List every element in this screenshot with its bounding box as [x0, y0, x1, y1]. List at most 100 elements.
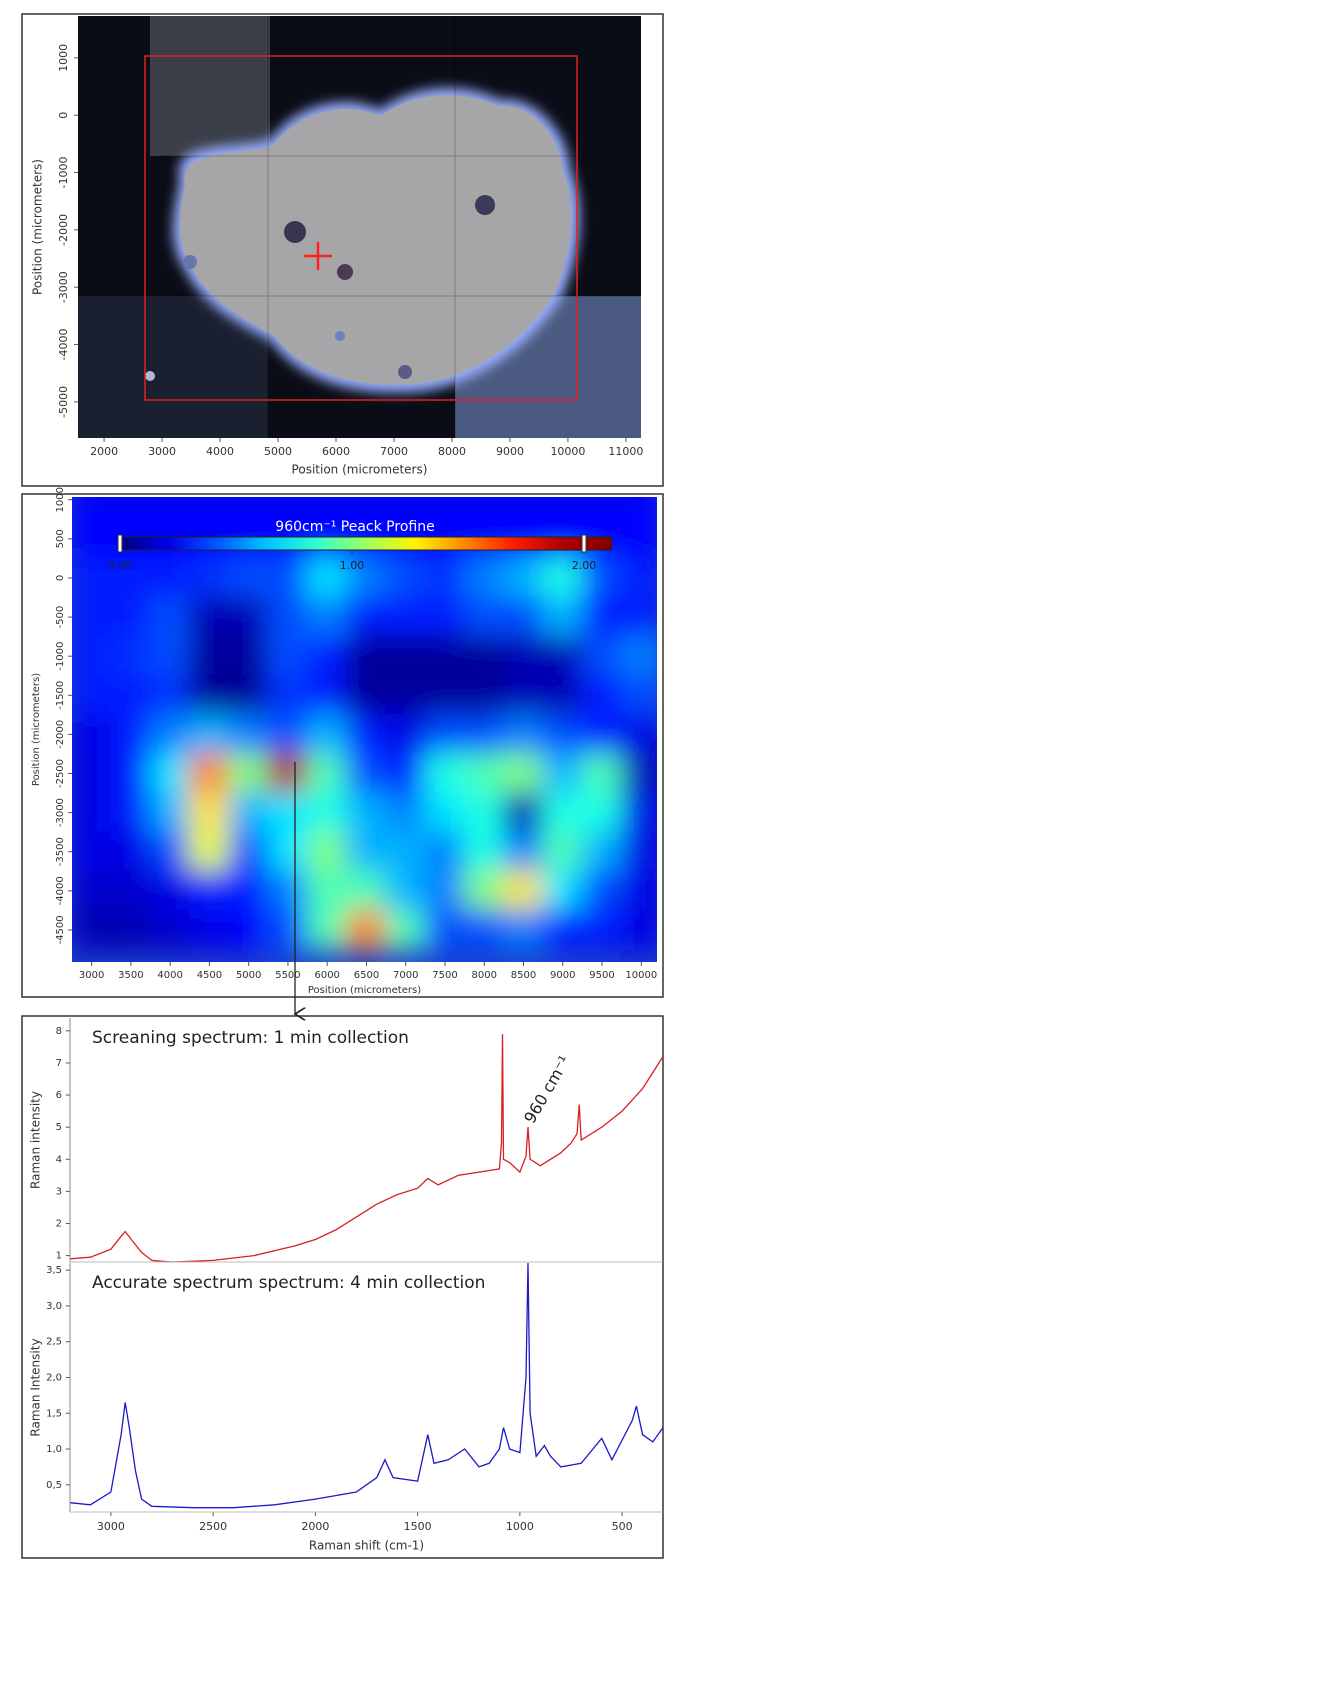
y-tick-label: 2: [56, 1218, 62, 1229]
heatmap-cell: [463, 497, 505, 521]
heatmap-cell: [228, 870, 270, 912]
colorbar-label: 2.00: [572, 559, 597, 572]
y-tick-label: -4500: [55, 915, 66, 944]
heatmap-cell: [149, 752, 191, 795]
y-tick-label: 4: [56, 1154, 62, 1165]
heatmap-cell: [267, 674, 309, 716]
y-tick-label: 5: [56, 1122, 62, 1133]
x-tick-label: 3500: [118, 970, 143, 981]
heatmap-cell: [385, 792, 427, 834]
heatmap-cell: [149, 557, 191, 599]
heatmap-cell: [188, 674, 231, 716]
heatmap-cell: [306, 909, 348, 951]
heatmap-cell: [110, 792, 152, 834]
heatmap-cell: [581, 596, 623, 638]
heatmap-cell: [463, 870, 505, 912]
heatmap-cell: [502, 674, 545, 716]
heatmap-cell: [385, 497, 427, 521]
heatmap-cell: [188, 635, 231, 677]
heatmap-cell: [542, 557, 584, 599]
crosshair: [304, 242, 332, 270]
y-tick-label: 1,0: [46, 1444, 62, 1455]
spectrum-line: [69, 1034, 664, 1263]
y-tick-label: 0: [55, 575, 66, 581]
y-axis-label: Raman Intensity: [29, 1338, 43, 1436]
spectrum-title: Screaning spectrum: 1 min collection: [92, 1028, 409, 1048]
y-tick-label: -3500: [55, 837, 66, 866]
heatmap-cell: [72, 713, 113, 755]
heatmap-cell: [385, 909, 427, 951]
heatmap-cell: [149, 497, 191, 521]
x-tick-label: 4000: [157, 970, 182, 981]
heatmap-cell: [542, 792, 584, 834]
heatmap-cell: [385, 713, 427, 755]
heatmap-cell: [581, 674, 623, 716]
heatmap-cell: [620, 596, 657, 638]
heatmap-cell: [542, 596, 584, 638]
y-tick-label: 3,5: [46, 1265, 62, 1276]
heatmap-cell: [345, 713, 388, 755]
heatmap-cell: [542, 752, 584, 795]
x-tick-label: 7000: [380, 445, 408, 458]
heatmap-cell: [463, 713, 505, 755]
heatmap-cell: [345, 752, 388, 795]
heatmap-cell: [424, 635, 466, 677]
microscope-image: [78, 16, 641, 438]
heatmap-cell: [72, 792, 113, 834]
heatmap-cell: [620, 752, 657, 795]
y-tick-label: -500: [55, 606, 66, 629]
heatmap-cell: [149, 870, 191, 912]
heatmap-cell: [385, 752, 427, 795]
heatmap-cell: [424, 752, 466, 795]
heatmap-cell: [306, 635, 348, 677]
heatmap-cell: [424, 870, 466, 912]
heatmap-cell: [72, 674, 113, 716]
y-tick-label: -1000: [55, 642, 66, 671]
heatmap-cell: [188, 713, 231, 755]
y-tick-label: -5000: [57, 386, 70, 418]
heatmap-cell: [345, 557, 388, 599]
y-tick-label: -3000: [57, 271, 70, 303]
heatmap-cell: [306, 831, 348, 873]
heatmap-cell: [463, 909, 505, 951]
heatmap-cell: [72, 518, 113, 560]
heatmap-cell: [228, 792, 270, 834]
heatmap-cell: [502, 792, 545, 834]
heatmap-cell: [149, 831, 191, 873]
y-tick-label: 7: [56, 1058, 62, 1069]
heatmap-cell: [72, 831, 113, 873]
x-tick-label: 10000: [550, 445, 585, 458]
x-tick-label: 8000: [472, 970, 497, 981]
y-tick-label: 1000: [57, 44, 70, 72]
heatmap-cell: [542, 713, 584, 755]
heatmap-cell: [306, 557, 348, 599]
heatmap-cell: [72, 870, 113, 912]
heatmap-cell: [228, 497, 270, 521]
heatmap-cell: [345, 497, 388, 521]
heatmap-cell: [345, 831, 388, 873]
heatmap-cell: [345, 674, 388, 716]
y-axis-label: Position (micrometers): [31, 673, 42, 786]
heatmap-cell: [188, 752, 231, 795]
y-tick-label: 0,5: [46, 1480, 62, 1491]
colorbar-handle: [581, 534, 587, 553]
heatmap-cell: [620, 909, 657, 951]
heatmap-cell: [620, 870, 657, 912]
heatmap-cell: [345, 596, 388, 638]
spectrum-line: [69, 1262, 664, 1509]
heatmap-cell: [502, 497, 545, 521]
heatmap-cell: [424, 909, 466, 951]
heatmap-cell: [110, 557, 152, 599]
heatmap-cell: [149, 909, 191, 951]
heatmap-cell: [149, 713, 191, 755]
heatmap-title: 960cm⁻¹ Peack Profine: [275, 519, 434, 535]
x-tick-label: 5500: [275, 970, 300, 981]
heatmap-cell: [502, 752, 545, 795]
y-axis-label: Position (micrometers): [31, 159, 45, 295]
y-tick-label: -2000: [55, 720, 66, 749]
heatmap-cell: [228, 674, 270, 716]
heatmap-cell: [581, 831, 623, 873]
heatmap-cell: [424, 497, 466, 521]
heatmap-cell: [72, 596, 113, 638]
x-tick-label: 10000: [625, 970, 657, 981]
